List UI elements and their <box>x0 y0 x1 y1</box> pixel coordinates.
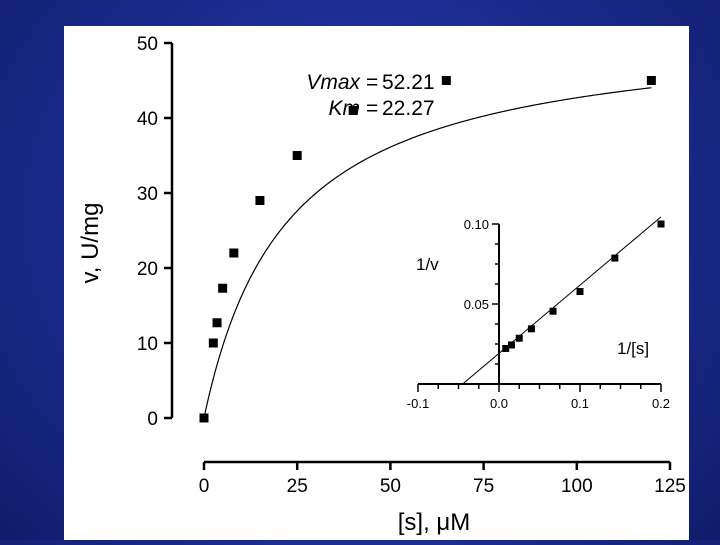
main-data-point <box>646 76 656 85</box>
inset-data-point <box>576 288 584 296</box>
chart-svg: 0 10 20 30 40 50 0 25 50 75 100 125 Vmax = 52.21 Km… <box>77 34 686 536</box>
main-x-tick-label: 100 <box>561 476 593 497</box>
main-data-point <box>212 318 222 328</box>
inset-axes: -0.1 0.0 0.1 0.2 0.05 0.10 <box>407 217 670 411</box>
main-x-tick-label: 0 <box>199 476 210 497</box>
main-y-tick-label: 0 <box>147 409 158 430</box>
inset-y-tick-label: 0.05 <box>464 297 489 312</box>
main-y-tick-label: 40 <box>137 109 158 130</box>
main-data-point <box>229 248 239 258</box>
main-y-tick-label: 20 <box>137 259 158 280</box>
main-x-tick-label: 75 <box>473 476 494 497</box>
main-data-point <box>208 338 218 348</box>
main-data-point <box>218 283 228 293</box>
main-x-tick-label: 50 <box>380 476 401 497</box>
inset-y-tick-label: 0.10 <box>464 217 489 232</box>
inset-data-point <box>657 220 665 228</box>
main-x-axis-label: [s], μM <box>398 509 471 536</box>
vmax-annotation: Vmax <box>306 71 361 94</box>
inset-y-axis-label: 1/v <box>416 255 439 274</box>
main-y-tick-label: 10 <box>137 334 158 355</box>
inset-data-point <box>527 325 535 333</box>
inset-x-tick-label: 0.2 <box>652 396 670 411</box>
inset-x-tick-label: 0.1 <box>571 396 589 411</box>
main-y-tick-label: 30 <box>137 184 158 205</box>
lineweaver-burk-fit-line <box>462 216 662 385</box>
vmax-equals: = <box>366 71 378 94</box>
main-data-point <box>292 151 302 160</box>
km-equals: = <box>366 97 378 120</box>
main-data-point <box>255 196 265 205</box>
inset-data-points <box>502 220 665 352</box>
main-data-point <box>441 76 451 85</box>
main-x-tick-label: 25 <box>287 476 308 497</box>
inset-data-point <box>502 344 510 352</box>
inset-data-point <box>507 341 515 349</box>
main-x-tick-label: 125 <box>654 476 686 497</box>
chart-panel: 0 10 20 30 40 50 0 25 50 75 100 125 Vmax = 52.21 Km… <box>64 26 689 540</box>
inset-data-point <box>549 307 557 315</box>
inset-data-point <box>611 254 619 262</box>
km-annotation: Km <box>329 97 361 120</box>
main-data-point <box>199 413 209 423</box>
km-value: 22.27 <box>382 97 435 120</box>
inset-x-axis-label: 1/[s] <box>617 339 649 358</box>
inset-x-tick-label: -0.1 <box>407 396 429 411</box>
inset-x-tick-label: 0.0 <box>490 396 508 411</box>
michaelis-menten-curve <box>203 87 652 419</box>
main-data-point <box>348 106 358 115</box>
inset-data-point <box>515 334 523 342</box>
main-y-tick-label: 50 <box>137 34 158 55</box>
main-axes: 0 10 20 30 40 50 0 25 50 75 100 125 <box>137 34 686 497</box>
main-data-points <box>199 76 656 423</box>
vmax-value: 52.21 <box>382 71 435 94</box>
main-y-axis-label: v, U/mg <box>77 203 104 284</box>
